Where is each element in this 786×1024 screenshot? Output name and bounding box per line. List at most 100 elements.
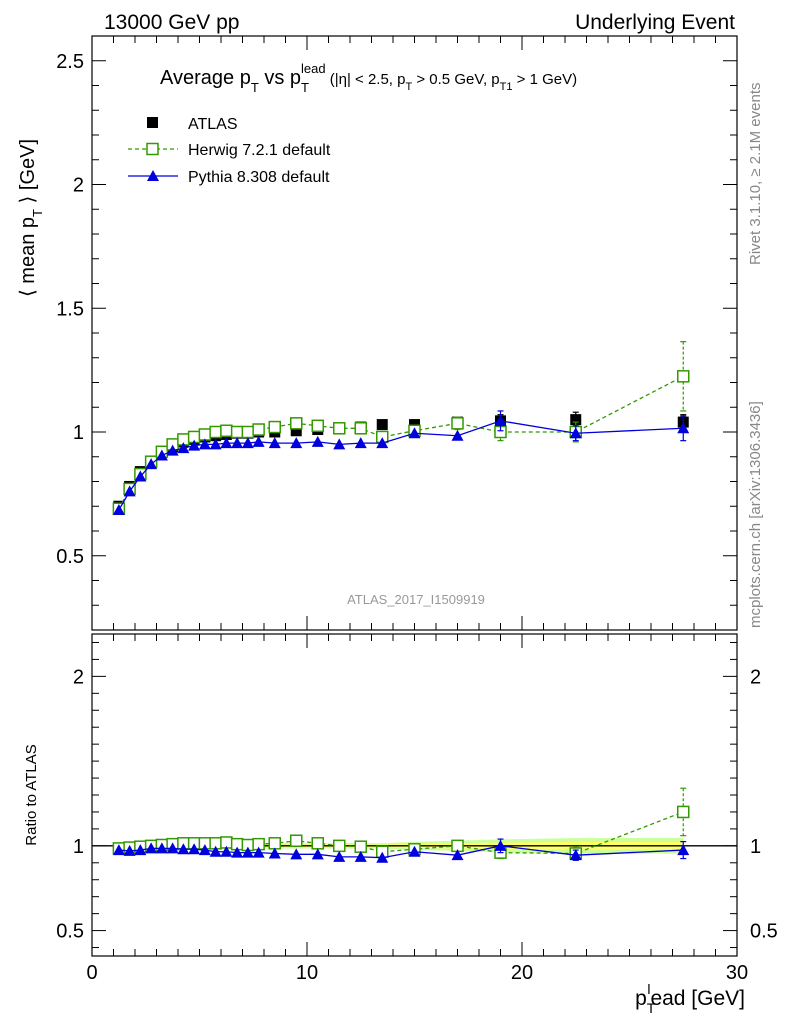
main-ylabel-sub: T	[30, 209, 45, 217]
legend-atlas-marker	[147, 117, 158, 128]
pythia-8-308-default-point	[311, 435, 324, 447]
pythia-8-308-default-point	[241, 437, 254, 449]
title-cuts-close: > 1 GeV)	[512, 71, 577, 88]
y-tick-label: 1	[73, 836, 84, 858]
herwig-7-2-1-default-point	[198, 428, 212, 441]
y-tick-label: 2	[73, 666, 84, 688]
pythia-8-308-default-point	[569, 427, 582, 439]
atlas-point	[570, 414, 582, 426]
pythia-8-308-default-point	[155, 842, 168, 854]
rivet-label: Rivet 3.1.10, ≥ 2.1M events	[747, 83, 764, 266]
main-x-ticks	[91, 36, 738, 630]
header-left: 13000 GeV pp	[104, 11, 239, 34]
pythia-8-308-default-point	[494, 414, 507, 426]
herwig-7-2-1-default-point	[354, 840, 367, 853]
pythia-8-308-default-point	[220, 437, 233, 449]
x-tick-label: 0	[86, 962, 97, 984]
pythia-8-308-default-point	[494, 839, 507, 851]
pythia-8-308-default-point	[354, 850, 367, 862]
y-tick-label: 0.5	[56, 921, 84, 943]
pythia-8-308-default-point	[333, 850, 346, 862]
pythia-8-308-default-point	[677, 844, 690, 856]
mcplots-label: mcplots.cern.ch [arXiv:1306.3436]	[747, 401, 764, 628]
pythia-8-308-default-point	[112, 844, 125, 856]
pythia-8-308-default-point	[354, 437, 367, 449]
x-tick-label: 20	[511, 962, 533, 984]
atlas-point	[376, 419, 388, 431]
herwig-7-2-1-default-point	[677, 370, 690, 383]
xlabel-sup: l	[647, 981, 650, 997]
title-vs-sub: T	[301, 80, 309, 95]
herwig-7-2-1-default-point	[290, 417, 303, 430]
xlabel-pre: p	[635, 987, 647, 1010]
x-tick-label: 30	[726, 962, 748, 984]
title-cuts-mid: > 0.5 GeV, p	[412, 71, 499, 88]
pythia-8-308-default-point	[188, 843, 201, 855]
pythia-8-308-default-point	[145, 458, 158, 470]
legend-atlas-label: ATLAS	[188, 116, 238, 133]
plot-title: Average pT vs pTlead (|η| < 2.5, pT > 0.…	[160, 61, 577, 95]
pythia-8-308-default-point	[569, 849, 582, 861]
herwig-7-2-1-default-point	[268, 420, 281, 434]
herwig-7-2-1-default-point	[311, 837, 324, 850]
pythia-8-308-default-point	[209, 438, 222, 450]
main-ylabel: ⟨ mean pT ⟩ [GeV]	[17, 139, 45, 297]
xlabel-sub: T	[647, 1000, 656, 1016]
pythia-8-308-default-point	[134, 844, 147, 856]
ratio-frame	[91, 633, 738, 957]
pythia-8-308-default-point	[290, 437, 303, 449]
herwig-7-2-1-default-point	[354, 422, 367, 435]
pythia-8-308-default-point	[112, 503, 125, 515]
herwig-7-2-1-default-point	[241, 425, 255, 439]
pythia-8-308-default-point	[209, 845, 222, 857]
herwig-7-2-1-default-point	[333, 839, 346, 853]
title-cuts-open: (|η| < 2.5, p	[326, 71, 406, 88]
ratio-x-ticks: 0 10 20 30	[86, 634, 748, 984]
legend: ATLAS Herwig 7.2.1 default Pythia 8.308 …	[128, 116, 331, 186]
pythia-8-308-default-point	[451, 849, 464, 861]
pythia-8-308-default-point	[241, 846, 254, 858]
herwig-7-2-1-default-point	[209, 425, 222, 439]
main-ylabel-post: ⟩ [GeV]	[17, 139, 39, 209]
pythia-8-308-default-point	[123, 844, 136, 856]
y-tick-label: 2.5	[56, 51, 84, 73]
pythia-8-308-default-point	[231, 437, 244, 449]
main-y-ticks: 0.5 1 1.5 2 2.5	[56, 51, 737, 631]
x-axis-label: pTlead [GeV]	[635, 981, 745, 1016]
pythia-8-308-default-point	[408, 845, 421, 857]
title-main: Average p	[160, 67, 251, 89]
analysis-label: ATLAS_2017_I1509919	[347, 592, 485, 607]
legend-pythia-label: Pythia 8.308 default	[188, 169, 330, 186]
x-tick-label: 10	[296, 962, 318, 984]
herwig-7-2-1-default-point	[220, 424, 233, 438]
pythia-8-308-default-point	[145, 842, 158, 854]
ratio-series	[112, 787, 690, 863]
ratio-ylabel: Ratio to ATLAS	[23, 744, 40, 845]
pythia-8-308-default-point	[376, 851, 389, 863]
y-tick-label: 2	[73, 175, 84, 197]
pythia-8-308-default-point	[290, 848, 303, 860]
herwig-7-2-1-default-point	[268, 837, 281, 850]
title-cuts-sub2: T1	[500, 81, 513, 93]
pythia-8-308-default-point	[268, 437, 281, 449]
pythia-8-308-default-point	[252, 846, 265, 858]
pythia-8-308-default-point	[177, 442, 190, 454]
pythia-8-308-default-point	[451, 429, 464, 441]
herwig-7-2-1-default-point	[311, 419, 324, 433]
pythia-8-308-default-point	[155, 449, 168, 461]
main-panel: 0.511.522.5 Average pT vs pTlead (|η| < …	[17, 35, 738, 631]
title-vs: vs p	[259, 67, 301, 89]
herwig-7-2-1-default-point	[677, 805, 690, 819]
title-vs-sup: lead	[301, 61, 326, 76]
pythia-8-308-default-point	[376, 437, 389, 449]
y-tick-label-right: 0.5	[750, 921, 778, 943]
y-tick-label-right: 1	[750, 836, 761, 858]
pythia-8-308-default-point	[268, 847, 281, 859]
pythia-8-308-default-point	[408, 427, 421, 439]
pythia-8-308-default-point	[198, 844, 211, 856]
ratio-y-ticks: 0.5 1 2 0.5 1 2	[56, 641, 778, 949]
y-tick-label: 1.5	[56, 298, 84, 320]
pythia-8-308-default-point	[166, 444, 179, 456]
main-series	[112, 341, 690, 515]
